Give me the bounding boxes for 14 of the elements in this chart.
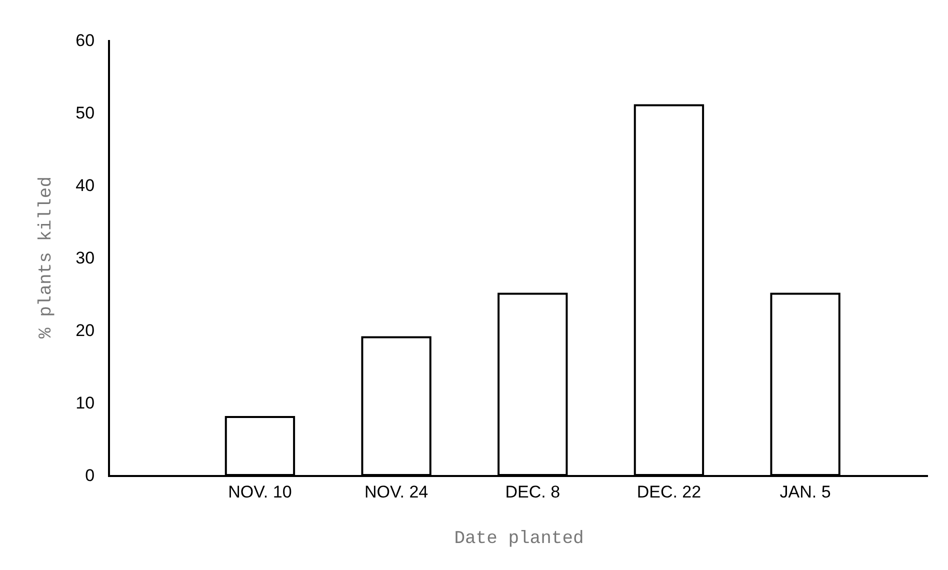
- x-axis-title: Date planted: [454, 529, 584, 549]
- y-tick-label: 40: [76, 176, 95, 195]
- x-tick-label: DEC. 22: [636, 482, 702, 502]
- x-tick-label: JAN. 5: [780, 482, 831, 502]
- y-axis-title: % plants killed: [36, 176, 56, 339]
- y-tick-label: 10: [76, 393, 95, 412]
- x-tick-label: NOV. 24: [364, 482, 428, 502]
- y-tick-label: 0: [85, 466, 95, 485]
- y-tick-label: 60: [76, 30, 95, 50]
- y-tick-label: 20: [76, 320, 95, 340]
- x-tick-label: DEC. 8: [505, 482, 560, 502]
- y-tick-label: 30: [76, 248, 95, 268]
- x-tick-label: NOV. 10: [228, 482, 292, 502]
- y-tick-label: 50: [76, 103, 95, 122]
